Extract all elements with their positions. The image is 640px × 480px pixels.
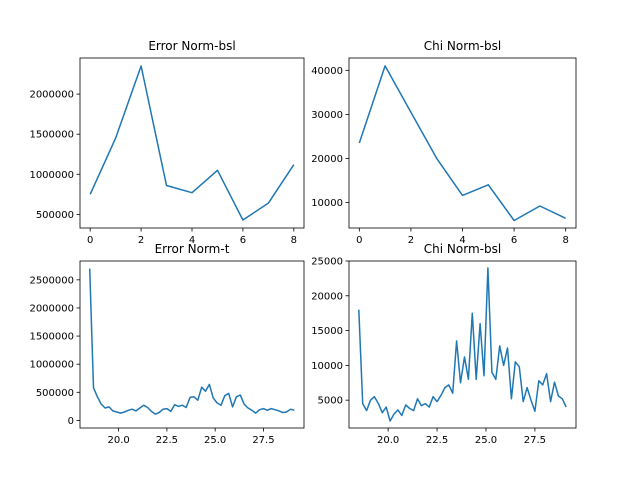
y-tick-label: 2000000 <box>29 303 74 314</box>
x-tick-label: 6 <box>240 235 246 246</box>
y-tick-label: 500000 <box>36 210 74 221</box>
x-tick-label: 0 <box>87 235 93 246</box>
x-tick-label: 8 <box>291 235 297 246</box>
x-tick-label: 22.5 <box>156 435 178 446</box>
x-tick-label: 20.0 <box>377 435 399 446</box>
y-tick-label: 10000 <box>311 361 343 372</box>
plot-frame <box>79 260 305 429</box>
y-tick-label: 30000 <box>311 110 343 121</box>
x-tick-label: 2 <box>408 235 414 246</box>
chart-title: Chi Norm-bsl <box>424 242 501 256</box>
chart-title: Error Norm-bsl <box>148 39 235 53</box>
x-tick-label: 25.0 <box>204 435 226 446</box>
x-tick-label: 20.0 <box>107 435 129 446</box>
series-line <box>358 267 567 422</box>
y-tick-label: 15000 <box>311 326 343 337</box>
y-tick-label: 1500000 <box>29 130 74 141</box>
y-tick-label: 500000 <box>36 388 74 399</box>
x-tick-label: 4 <box>459 235 465 246</box>
series-line <box>89 65 295 221</box>
y-tick-label: 1500000 <box>29 332 74 343</box>
plot-frame <box>348 57 577 229</box>
y-tick-label: 2000000 <box>29 90 74 101</box>
x-tick-label: 25.0 <box>475 435 497 446</box>
y-tick-label: 0 <box>68 416 74 427</box>
chart-panel: 0 2 4 6 8 10000 20000 30000 40000 Chi Norm-bsl <box>311 39 577 246</box>
chart-title: Error Norm-t <box>155 242 230 256</box>
series-line <box>358 65 567 222</box>
x-tick-label: 27.5 <box>524 435 546 446</box>
series-line <box>88 268 295 415</box>
x-tick-label: 2 <box>138 235 144 246</box>
x-tick-label: 22.5 <box>426 435 448 446</box>
y-tick-label: 1000000 <box>29 360 74 371</box>
x-tick-label: 6 <box>511 235 517 246</box>
x-tick-label: 8 <box>562 235 568 246</box>
y-tick-label: 20000 <box>311 291 343 302</box>
y-tick-label: 1000000 <box>29 170 74 181</box>
chart-panel: 0 2 4 6 8 500000 1000000 1500000 2000000 Error No… <box>29 39 305 246</box>
x-tick-label: 4 <box>189 235 195 246</box>
y-tick-label: 10000 <box>311 198 343 209</box>
y-tick-label: 25000 <box>311 257 343 268</box>
y-tick-label: 20000 <box>311 154 343 165</box>
y-tick-label: 2500000 <box>29 275 74 286</box>
chart-panel: 20.0 22.5 25.0 27.5 5000 10000 15000 20000 25000… <box>311 242 577 446</box>
chart-title: Chi Norm-bsl <box>424 39 501 53</box>
x-tick-label: 0 <box>356 235 362 246</box>
chart-panel: 20.0 22.5 25.0 27.5 0 500000 1000000 1500000 200… <box>29 242 305 446</box>
plot-frame <box>348 260 577 429</box>
x-tick-label: 27.5 <box>252 435 274 446</box>
y-tick-label: 5000 <box>318 396 343 407</box>
y-tick-label: 40000 <box>311 66 343 77</box>
